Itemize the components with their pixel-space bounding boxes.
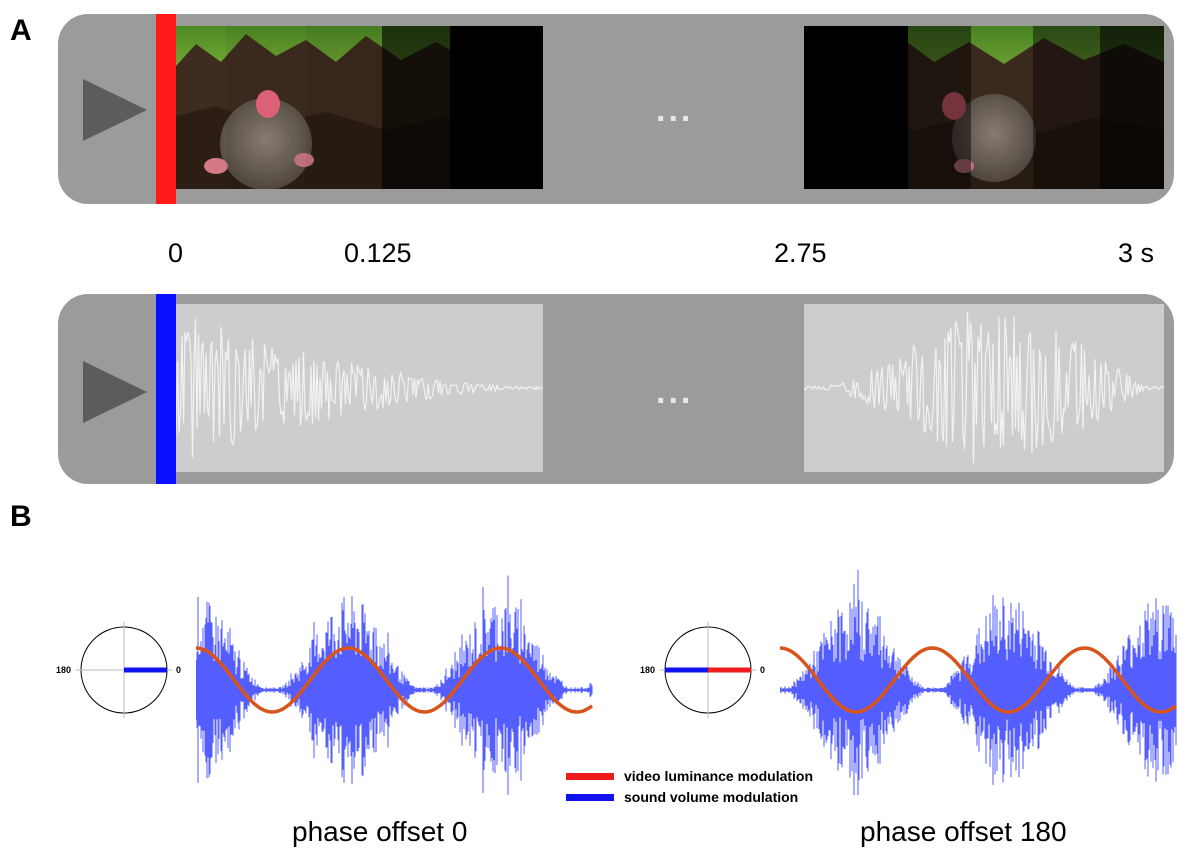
time-label-3s: 3 s (1118, 238, 1155, 268)
dial-label-180: 180 (640, 665, 655, 675)
dial-label-180: 180 (56, 665, 71, 675)
audio-ellipsis: ... (656, 373, 694, 411)
phase-dial-180: 180 0 (640, 622, 765, 718)
modulation-plot-phase-0 (196, 575, 594, 795)
audio-waveform-end (804, 311, 1164, 464)
sound-volume-waveform (780, 570, 1177, 795)
audio-waveform-line (804, 311, 1164, 464)
modulation-plot-phase-180 (780, 570, 1178, 795)
time-label-0125: 0.125 (344, 238, 412, 268)
phase-dial-0: 180 0 (56, 622, 181, 718)
legend-item-luminance: video luminance modulation (566, 768, 813, 784)
audio-playhead-cursor[interactable] (156, 294, 176, 484)
play-triangle-icon[interactable] (83, 79, 147, 141)
legend-swatch-red (566, 772, 614, 780)
legend-label-sound: sound volume modulation (624, 789, 799, 805)
video-track: ... (58, 14, 1174, 204)
panel-a-label: A (10, 14, 32, 47)
mole-frames-end-image (804, 26, 1164, 189)
legend-label-luminance: video luminance modulation (624, 768, 814, 784)
caption-phase-0: phase offset 0 (292, 816, 468, 847)
audio-waveform-start (176, 318, 543, 458)
caption-phase-180: phase offset 180 (860, 816, 1067, 847)
time-label-0: 0 (168, 238, 184, 268)
mole-frames-start-image (176, 26, 543, 189)
audio-waveform-line (176, 318, 543, 458)
luminance-modulation-curve (780, 646, 1178, 714)
panel-b-label: B (10, 500, 32, 533)
legend-swatch-blue (566, 793, 614, 801)
audio-segment-end (804, 304, 1164, 472)
video-playhead-cursor[interactable] (156, 14, 176, 204)
dial-label-0: 0 (760, 665, 765, 675)
audio-segment-start (176, 304, 543, 472)
audio-track: ... (58, 294, 1174, 484)
video-frames-start (176, 26, 543, 189)
dial-label-0: 0 (176, 665, 181, 675)
video-frames-end (804, 26, 1164, 189)
video-ellipsis: ... (656, 91, 694, 129)
play-triangle-icon[interactable] (83, 361, 147, 423)
legend-item-sound: sound volume modulation (566, 789, 798, 805)
sound-volume-waveform (196, 575, 593, 795)
luminance-modulation-curve (196, 646, 594, 714)
time-label-275: 2.75 (774, 238, 827, 268)
